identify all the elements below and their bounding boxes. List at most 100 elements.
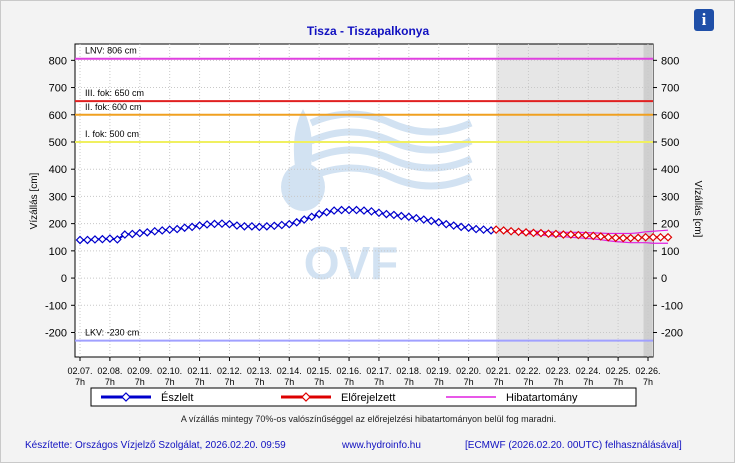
observed-point [127,229,137,239]
observed-point [299,215,309,224]
x-tick-hour: 7h [494,377,504,387]
observed-point [150,226,160,236]
forecast-point [573,230,583,240]
watermark-drop-body [281,163,325,211]
observed-point [135,228,145,238]
y-tick-label-left: -200 [45,328,67,340]
legend-marker [121,392,131,402]
observed-point [165,225,175,234]
observed-point [434,217,444,227]
observed-point [292,217,302,227]
observed-point [172,224,182,234]
x-tick-hour: 7h [254,377,264,387]
observed-point [471,224,481,234]
footer: Készítette: Országos Vízjelző Szolgálat,… [1,440,735,456]
forecast-point [581,230,591,240]
y-tick-label-right: 600 [661,110,679,122]
y-tick-label-right: 200 [661,219,679,231]
x-tick-hour: 7h [165,377,175,387]
x-tick-hour: 7h [75,377,85,387]
x-tick-date: 02.13. [247,366,272,376]
observed-point [202,220,212,229]
watermark-wave [309,164,473,190]
forecast-point [536,228,546,238]
observed-point [210,219,219,229]
forecast-point [529,228,538,238]
x-tick-hour: 7h [464,377,474,387]
observed-point [307,212,317,222]
y-tick-label-right: 0 [661,273,667,285]
observed-point [411,213,421,223]
x-tick-date: 02.20. [456,366,481,376]
observed-point [367,207,376,216]
y-tick-label-right: 800 [661,55,679,67]
y-tick-label-right: -200 [661,328,683,340]
forecast-point [656,232,665,242]
forecast-point [506,226,516,236]
forecast-point [499,226,508,235]
legend-label: Hibatartomány [506,392,578,404]
y-tick-label-right: 400 [661,164,679,176]
y-tick-label-right: 100 [661,246,679,258]
observed-point [456,222,466,232]
x-tick-date: 02.11. [187,366,211,376]
forecast-point [596,232,606,241]
forecast-point [626,233,636,243]
observed-point [269,221,279,231]
observed-point [277,220,287,230]
y-tick-label-left: 300 [49,191,67,203]
forecast-point [521,227,531,237]
x-tick-hour: 7h [195,377,205,387]
forecast-point [491,225,501,234]
x-tick-date: 02.26. [635,366,660,376]
observed-point [426,216,436,226]
threshold-label: II. fok: 600 cm [85,102,142,112]
observed-point [352,205,361,215]
observed-point [225,219,234,229]
x-tick-date: 02.17. [366,366,391,376]
observed-point [337,205,346,215]
footer-website[interactable]: www.hydroinfo.hu [342,440,421,451]
x-tick-date: 02.23. [546,366,571,376]
legend-label: Előrejelzett [341,392,395,404]
x-tick-hour: 7h [583,377,593,387]
y-tick-label-left: 200 [49,219,67,231]
observed-point [195,221,204,230]
x-tick-date: 02.18. [396,366,421,376]
x-tick-date: 02.22. [516,366,541,376]
observed-point [441,219,451,229]
y-axis-label-left: Vízállás [cm] [29,172,40,229]
x-tick-hour: 7h [434,377,444,387]
observed-point [232,221,242,230]
observed-point [157,226,167,235]
x-tick-date: 02.15. [307,366,332,376]
observed-point [329,206,339,215]
forecast-point [544,229,553,239]
observed-point [359,206,369,215]
x-tick-date: 02.16. [337,366,362,376]
observed-point [217,219,227,228]
y-tick-label-right: 300 [661,191,679,203]
x-tick-hour: 7h [284,377,294,387]
y-tick-label-left: 600 [49,110,67,122]
info-icon[interactable]: i [694,9,714,31]
y-tick-label-left: 400 [49,164,67,176]
x-tick-hour: 7h [523,377,533,387]
x-tick-hour: 7h [105,377,115,387]
forecast-point [566,230,576,239]
observed-point [240,222,249,231]
footer-source: [ECMWF (2026.02.20. 00UTC) felhasználásá… [465,440,682,451]
legend-box [90,387,637,407]
x-tick-date: 02.14. [277,366,302,376]
observed-point [479,225,488,234]
x-tick-hour: 7h [553,377,563,387]
y-tick-label-left: 100 [49,246,67,258]
observed-point [404,212,414,222]
forecast-point [663,232,673,242]
forecast-point [603,232,613,242]
y-tick-label-left: 500 [49,137,67,149]
x-tick-date: 02.24. [576,366,601,376]
threshold-label: III. fok: 650 cm [85,88,144,98]
